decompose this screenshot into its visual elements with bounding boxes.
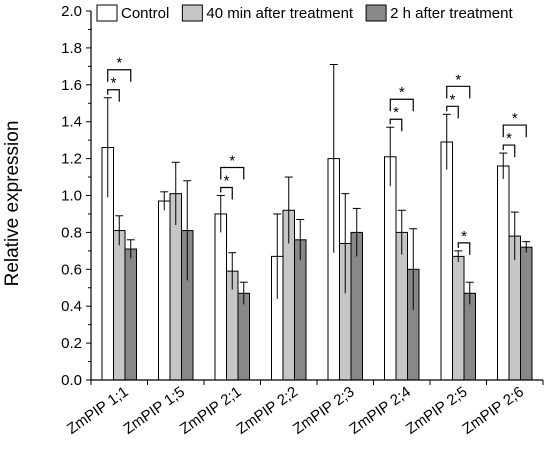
significance-bracket xyxy=(389,98,414,112)
y-tick-label: 1.8 xyxy=(61,40,82,57)
significance-star: * xyxy=(461,228,467,245)
bar xyxy=(237,292,250,381)
y-tick-label: 1.2 xyxy=(61,151,82,168)
significance-bracket xyxy=(502,144,516,158)
bar xyxy=(497,165,510,381)
legend-swatch xyxy=(181,4,203,22)
x-category-label: ZmPIP 1;1 xyxy=(64,383,132,437)
significance-bracket xyxy=(389,118,403,132)
legend-swatch xyxy=(96,4,118,22)
bar xyxy=(294,239,307,381)
significance-star: * xyxy=(393,104,399,121)
legend: Control 40 min after treatment 2 h after t… xyxy=(96,4,513,22)
x-category-label: ZmPIP 2;2 xyxy=(233,383,301,437)
significance-star: * xyxy=(224,173,230,190)
significance-star: * xyxy=(116,55,122,72)
significance-star: * xyxy=(455,71,461,88)
x-category-label: ZmPIP 2;1 xyxy=(177,383,245,437)
y-tick-label: 0.2 xyxy=(61,335,82,352)
bar xyxy=(452,255,465,381)
y-tick-label: 0.6 xyxy=(61,261,82,278)
y-tick-label: 1.0 xyxy=(61,188,82,205)
significance-star: * xyxy=(450,91,456,108)
y-axis-title: Relative expression xyxy=(2,121,23,287)
y-tick-label: 0.4 xyxy=(61,298,82,315)
significance-bracket xyxy=(446,105,459,119)
x-category-label: ZmPIP 1;5 xyxy=(120,383,188,437)
significance-bracket xyxy=(457,242,471,255)
significance-star: * xyxy=(111,75,117,92)
x-category-label: ZmPIP 2;6 xyxy=(459,383,527,437)
bar xyxy=(113,230,126,381)
significance-bracket xyxy=(220,166,245,180)
y-tick-label: 0.0 xyxy=(61,372,82,389)
legend-label: Control xyxy=(121,5,169,22)
y-tick-label: 1.4 xyxy=(61,114,82,131)
significance-bracket xyxy=(107,89,120,102)
error-bars xyxy=(103,64,531,310)
y-axis-ticks: 0.0 0.2 0.4 0.6 0.8 1.0 1.2 1.4 1.6 1.8 2.0 xyxy=(61,3,91,389)
y-tick-label: 1.6 xyxy=(61,77,82,94)
significance-star: * xyxy=(506,130,512,147)
legend-swatch xyxy=(365,4,387,22)
legend-label: 2 h after treatment xyxy=(390,5,513,22)
bar xyxy=(520,246,533,381)
axes xyxy=(90,11,544,385)
significance-bracket xyxy=(502,124,527,138)
x-category-label: ZmPIP 2;5 xyxy=(403,383,471,437)
bar xyxy=(384,156,397,381)
legend-label: 40 min after treatment xyxy=(206,5,354,22)
significance-bracket xyxy=(446,85,471,99)
significance-brackets: ****** ***** xyxy=(107,55,527,255)
bar xyxy=(463,292,476,381)
significance-star: * xyxy=(399,84,405,101)
bar xyxy=(440,141,453,381)
significance-star: * xyxy=(512,110,518,127)
significance-star: * xyxy=(229,153,235,170)
bar xyxy=(124,248,137,381)
x-category-label: ZmPIP 2;3 xyxy=(290,383,358,437)
bar xyxy=(158,200,171,381)
x-category-label: ZmPIP 2;4 xyxy=(346,383,414,437)
significance-bracket xyxy=(220,186,233,200)
y-tick-label: 2.0 xyxy=(61,3,82,20)
y-tick-label: 0.8 xyxy=(61,224,82,241)
significance-bracket xyxy=(107,69,132,82)
bar xyxy=(214,213,227,381)
bars xyxy=(101,141,533,381)
